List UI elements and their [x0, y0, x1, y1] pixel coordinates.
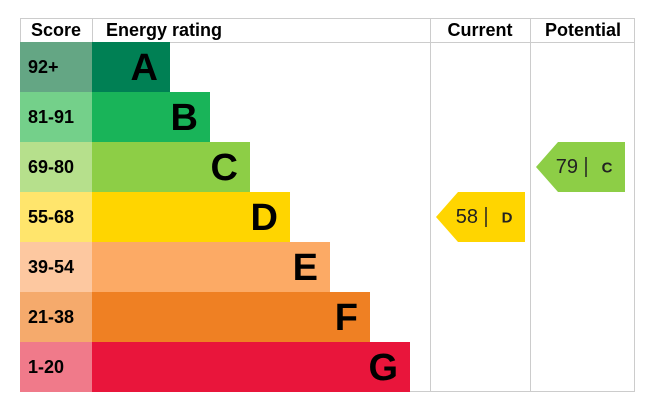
- rating-bar: [92, 342, 410, 392]
- score-label: 69-80: [28, 157, 74, 177]
- current-value: 58: [456, 206, 478, 228]
- rating-bar: [92, 142, 250, 192]
- potential-arrow: [536, 142, 625, 192]
- rating-bar: [92, 292, 370, 342]
- rating-letter: G: [368, 347, 398, 389]
- header-score: Score: [31, 20, 81, 40]
- rating-letter: B: [171, 97, 198, 139]
- score-cell: [20, 342, 92, 392]
- score-label: 39-54: [28, 257, 74, 277]
- score-cell: [20, 92, 92, 142]
- rating-bar: [92, 242, 330, 292]
- rating-letter: F: [335, 297, 358, 339]
- rating-letter: E: [293, 247, 318, 289]
- score-label: 92+: [28, 57, 59, 77]
- rating-bar: [92, 192, 290, 242]
- header-rating: Energy rating: [106, 20, 222, 40]
- score-cell: [20, 192, 92, 242]
- rating-letter: C: [211, 147, 238, 189]
- score-label: 55-68: [28, 207, 74, 227]
- score-cell: [20, 42, 92, 92]
- rating-bar: [92, 42, 170, 92]
- score-label: 21-38: [28, 307, 74, 327]
- header-current: Current: [447, 20, 512, 40]
- score-label: 81-91: [28, 107, 74, 127]
- potential-value: 79: [556, 156, 578, 178]
- score-label: 1-20: [28, 357, 64, 377]
- rating-letter: A: [131, 47, 158, 89]
- current-letter: D: [502, 210, 513, 227]
- rating-bar: [92, 92, 210, 142]
- score-cell: [20, 292, 92, 342]
- score-cell: [20, 142, 92, 192]
- rating-letter: D: [251, 197, 278, 239]
- header-potential: Potential: [545, 20, 621, 40]
- current-arrow: [436, 192, 525, 242]
- potential-letter: C: [602, 160, 613, 177]
- score-cell: [20, 242, 92, 292]
